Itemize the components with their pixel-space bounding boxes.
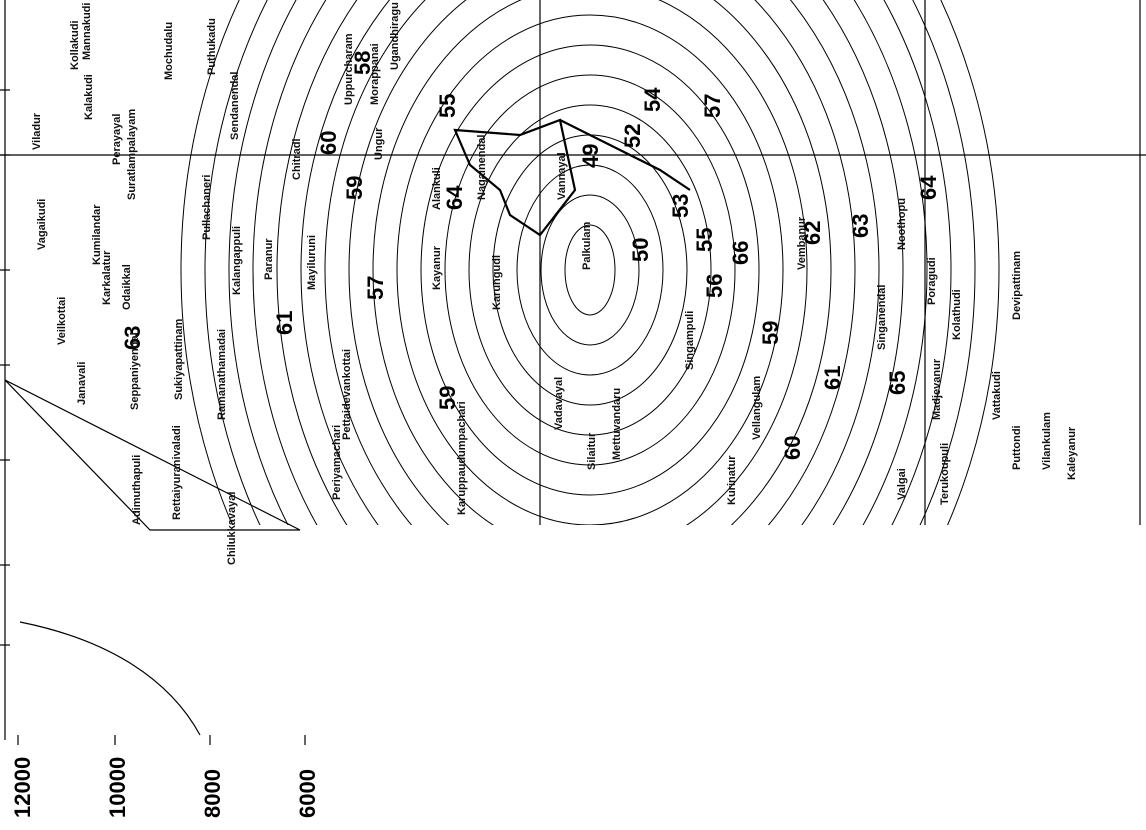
contour-line xyxy=(349,0,831,585)
axis-tick-label: 6000 xyxy=(295,769,320,818)
contour-label: 57 xyxy=(700,94,725,118)
place-name: Madjevanur xyxy=(931,358,943,420)
contour-line xyxy=(325,0,855,615)
place-name: Veilkottai xyxy=(56,297,68,345)
contour-label: 54 xyxy=(640,87,665,112)
contour-label: 60 xyxy=(316,131,341,155)
place-name: Chilukkavayal xyxy=(226,492,238,565)
contour-map: 1200010000800060005855595761636064495254… xyxy=(0,0,1146,830)
place-name: Seppaniyendal xyxy=(129,332,141,410)
contour-label: 52 xyxy=(620,124,645,148)
place-name: Vagaikudi xyxy=(36,199,48,250)
place-name: Sendanendal xyxy=(229,72,241,140)
place-name: Karuppaudumpachari xyxy=(456,401,468,515)
place-name: Suratlampalayam xyxy=(126,109,138,200)
place-name: Vattakudi xyxy=(991,371,1003,420)
place-name: Kollakudi xyxy=(69,20,81,70)
place-name: Janavali xyxy=(76,362,88,405)
place-name: Nagalnendal xyxy=(476,135,488,200)
place-name: Kalangappuli xyxy=(231,226,243,295)
place-name: Ramanathamadai xyxy=(216,329,228,420)
axis-tick-label: 10000 xyxy=(105,757,130,818)
place-name: Perayayal xyxy=(111,114,123,165)
place-name: Mettuvandaru xyxy=(611,388,623,460)
place-name: Pullachaneri xyxy=(201,175,213,240)
place-name: Ugandhiragu xyxy=(389,2,401,70)
place-name: Puttondi xyxy=(1011,425,1023,470)
contour-label: 50 xyxy=(628,238,653,262)
place-name: Poragudi xyxy=(926,257,938,305)
place-name: Sukiyapattinam xyxy=(173,318,185,400)
contour-label: 63 xyxy=(848,214,873,238)
contour-label: 60 xyxy=(780,436,805,460)
place-name: Silaitur xyxy=(586,432,598,470)
place-name: Karungudi xyxy=(491,255,503,310)
contour-label: 57 xyxy=(363,276,388,300)
place-name: Palkulam xyxy=(581,221,593,270)
contour-label: 59 xyxy=(342,176,367,200)
contour-label: 61 xyxy=(272,311,297,335)
contour-label: 64 xyxy=(442,185,467,210)
place-name: Rettaiyuranivaladi xyxy=(171,425,183,520)
contour-line xyxy=(205,0,975,765)
place-name: Vellangulam xyxy=(751,376,763,440)
place-name: Vadavayal xyxy=(553,377,565,430)
place-name: Devipattinam xyxy=(1011,251,1023,320)
place-name: Uppurcharam xyxy=(343,33,355,105)
place-name: Ungur xyxy=(373,127,385,160)
place-name: Odaikkal xyxy=(121,264,133,310)
axis-tick-label: 12000 xyxy=(10,757,35,818)
contour-label: 55 xyxy=(692,228,717,252)
place-name: Kurinatur xyxy=(726,455,738,505)
contour-label: 53 xyxy=(668,194,693,218)
place-name: Vembanur xyxy=(796,216,808,270)
contours xyxy=(181,0,999,795)
place-name: Puthukadu xyxy=(206,18,218,75)
place-name: Alankuli xyxy=(431,167,443,210)
contour-label: 55 xyxy=(435,94,460,118)
contour-label: 56 xyxy=(702,274,727,298)
place-name: Valgai xyxy=(896,468,908,500)
place-name: Kayanur xyxy=(431,245,443,290)
place-name: Kalakudi xyxy=(83,74,95,120)
place-name: Terukoupuli xyxy=(939,443,951,505)
place-name: Vannayal xyxy=(556,152,568,200)
axis-tick-label: 8000 xyxy=(200,769,225,818)
contour-label: 49 xyxy=(578,144,603,168)
place-name: Paranur xyxy=(263,238,275,280)
contour-label: 64 xyxy=(916,175,941,200)
contour-label: 59 xyxy=(758,321,783,345)
contour-label: 65 xyxy=(885,371,910,395)
place-name: Chitradi xyxy=(291,138,303,180)
place-name: Vilankulam xyxy=(1041,412,1053,470)
place-name: Viladur xyxy=(31,112,43,150)
place-name: Noothopu xyxy=(896,198,908,250)
place-name: Periyamachari xyxy=(331,425,343,500)
place-name: Adimuthapuli xyxy=(131,455,143,525)
contour-label: 61 xyxy=(820,366,845,390)
contour-line xyxy=(181,0,999,795)
place-name: Karkalatur xyxy=(101,250,113,305)
place-name: Singampuli xyxy=(684,311,696,370)
contour-line xyxy=(301,0,879,645)
contour-label: 66 xyxy=(728,241,753,265)
place-name: Mayiluruni xyxy=(306,235,318,290)
place-name: Mannakudi xyxy=(81,3,93,60)
place-name: Morappanai xyxy=(369,43,381,105)
place-name: Mochudalu xyxy=(163,22,175,80)
place-name: Singanendal xyxy=(876,285,888,350)
place-name: Kaleyanur xyxy=(1066,426,1078,480)
place-name: Kolathudi xyxy=(951,289,963,340)
